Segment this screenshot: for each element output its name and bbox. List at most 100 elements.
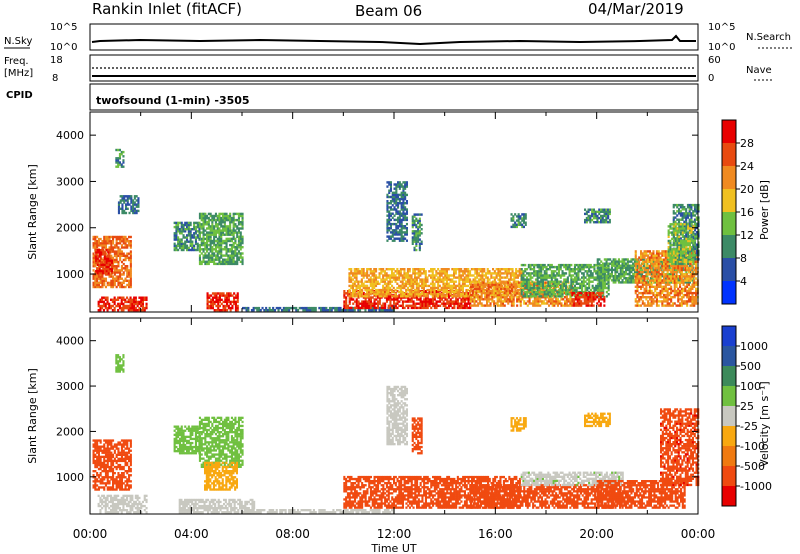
heatmap-cell — [554, 265, 557, 269]
heatmap-cell — [547, 284, 550, 288]
heatmap-cell — [218, 298, 221, 301]
heatmap-cell — [202, 237, 205, 241]
heatmap-cell — [209, 229, 212, 232]
heatmap-cell — [214, 218, 217, 222]
heatmap-cell — [115, 148, 118, 152]
heatmap-cell — [638, 298, 641, 301]
heatmap-cell — [350, 270, 353, 273]
heatmap-cell — [97, 285, 100, 289]
heatmap-cell — [96, 277, 99, 280]
heatmap-cell — [600, 274, 603, 277]
heatmap-cell — [110, 240, 113, 243]
heatmap-cell — [616, 260, 619, 263]
heatmap-cell — [515, 280, 518, 283]
heatmap-cell — [634, 285, 637, 288]
heatmap-cell — [102, 265, 105, 269]
heatmap-cell — [458, 302, 461, 305]
heatmap-cell — [520, 272, 523, 275]
heatmap-cell — [480, 304, 483, 307]
heatmap-cell — [421, 280, 424, 283]
heatmap-cell — [447, 268, 450, 271]
heatmap-cell — [132, 203, 135, 206]
heatmap-cell — [455, 298, 458, 301]
heatmap-cell — [117, 277, 120, 280]
heatmap-cell — [484, 288, 487, 292]
heatmap-cell — [217, 306, 220, 310]
heatmap-cell — [607, 274, 610, 277]
heatmap-cell — [451, 286, 454, 290]
heatmap-cell — [541, 265, 544, 269]
heatmap-cell — [447, 278, 450, 281]
heatmap-cell — [355, 270, 358, 273]
heatmap-cell — [107, 255, 110, 258]
heatmap-cell — [540, 284, 543, 288]
heatmap-cell — [641, 275, 644, 278]
heatmap-cell — [579, 268, 582, 271]
heatmap-cell — [214, 233, 217, 236]
heatmap-cell — [621, 262, 624, 265]
heatmap-cell — [516, 274, 519, 277]
heatmap-cell — [229, 258, 232, 261]
heatmap-cell — [362, 295, 365, 298]
heatmap-cell — [122, 150, 125, 154]
heatmap-cell — [604, 284, 607, 288]
heatmap-cell — [619, 268, 622, 272]
heatmap-cell — [655, 266, 658, 270]
heatmap-cell — [218, 214, 221, 218]
heatmap-cell — [387, 293, 390, 296]
heatmap-cell — [511, 268, 514, 271]
heatmap-cell — [515, 274, 518, 277]
heatmap-cell — [648, 285, 651, 288]
heatmap-cell — [131, 304, 134, 308]
heatmap-cell — [111, 298, 114, 301]
heatmap-cell — [206, 231, 209, 234]
heatmap-cell — [645, 252, 648, 255]
heatmap-cell — [556, 282, 559, 285]
heatmap-cell — [625, 277, 628, 280]
heatmap-cell — [465, 304, 468, 307]
heatmap-cell — [113, 277, 116, 280]
heatmap-cell — [477, 274, 480, 277]
heatmap-cell — [545, 272, 548, 275]
heatmap-cell — [189, 248, 192, 252]
heatmap-cell — [94, 242, 97, 245]
heatmap-cell — [448, 302, 451, 305]
heatmap-cell — [554, 278, 557, 281]
heatmap-cell — [500, 304, 503, 307]
heatmap-cell — [552, 272, 555, 275]
heatmap-cell — [654, 273, 657, 276]
heatmap-cell — [209, 235, 212, 238]
heatmap-cell — [659, 285, 662, 288]
heatmap-cell — [234, 260, 237, 263]
heatmap-cell — [204, 262, 207, 266]
heatmap-cell — [566, 288, 569, 292]
heatmap-cell — [206, 306, 209, 310]
heatmap-cell — [610, 268, 613, 272]
heatmap-cell — [122, 273, 125, 276]
heatmap-cell — [605, 279, 608, 282]
heatmap-cell — [612, 262, 615, 265]
heatmap-cell — [226, 300, 229, 304]
heatmap-cell — [210, 304, 213, 308]
heatmap-cell — [227, 298, 230, 301]
heatmap-cell — [94, 235, 97, 239]
heatmap-cell — [385, 309, 388, 312]
heatmap-cell — [417, 284, 420, 288]
heatmap-cell — [431, 282, 434, 285]
heatmap-cell — [194, 242, 197, 245]
heatmap-cell — [225, 260, 228, 263]
heatmap-cell — [522, 288, 525, 292]
heatmap-cell — [566, 263, 569, 267]
heatmap-cell — [391, 309, 394, 312]
heatmap-cell — [422, 295, 425, 298]
heatmap-cell — [206, 235, 209, 238]
heatmap-cell — [113, 258, 116, 262]
heatmap-cell — [529, 293, 532, 296]
heatmap-cell — [355, 304, 358, 307]
heatmap-cell — [128, 256, 131, 260]
heatmap-cell — [538, 282, 541, 285]
heatmap-cell — [625, 281, 628, 284]
heatmap-cell — [193, 244, 196, 247]
heatmap-cell — [482, 281, 485, 284]
heatmap-cell — [198, 233, 201, 236]
